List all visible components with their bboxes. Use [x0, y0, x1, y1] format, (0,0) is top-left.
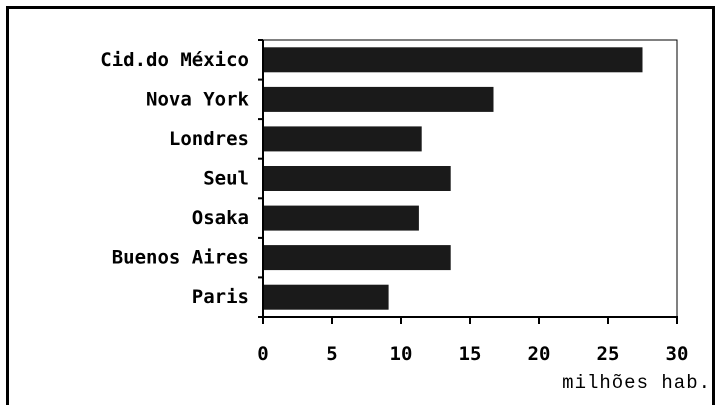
bar-3 [263, 166, 451, 191]
bar-5 [263, 245, 451, 271]
bar-6 [263, 284, 389, 310]
x-ticks-group: 0 5 10 15 20 25 30 [257, 317, 688, 365]
category-label: Nova York [146, 88, 250, 110]
bar-1 [263, 86, 494, 112]
category-labels-group: Cid.do México Nova York Londres Seul Osaka Bu… [100, 49, 249, 308]
chart-frame [6, 6, 715, 405]
x-tick-label: 10 [390, 343, 413, 365]
x-tick-label: 30 [666, 343, 689, 365]
category-label: Buenos Aires [112, 247, 249, 269]
x-tick-label: 20 [528, 343, 551, 365]
bar-0 [263, 47, 643, 73]
bar-4 [263, 205, 419, 231]
bar-2 [263, 126, 422, 152]
x-tick-label: 15 [459, 343, 482, 365]
category-label: Seul [203, 168, 249, 190]
x-axis-label: milhões hab. [562, 372, 711, 394]
x-tick-label: 25 [597, 343, 620, 365]
bars-group [263, 47, 643, 310]
category-label: Osaka [192, 207, 249, 229]
category-label: Londres [169, 128, 249, 150]
category-label: Paris [192, 286, 249, 308]
x-tick-label: 5 [326, 343, 337, 365]
category-label: Cid.do México [100, 49, 249, 71]
x-tick-label: 0 [257, 343, 268, 365]
